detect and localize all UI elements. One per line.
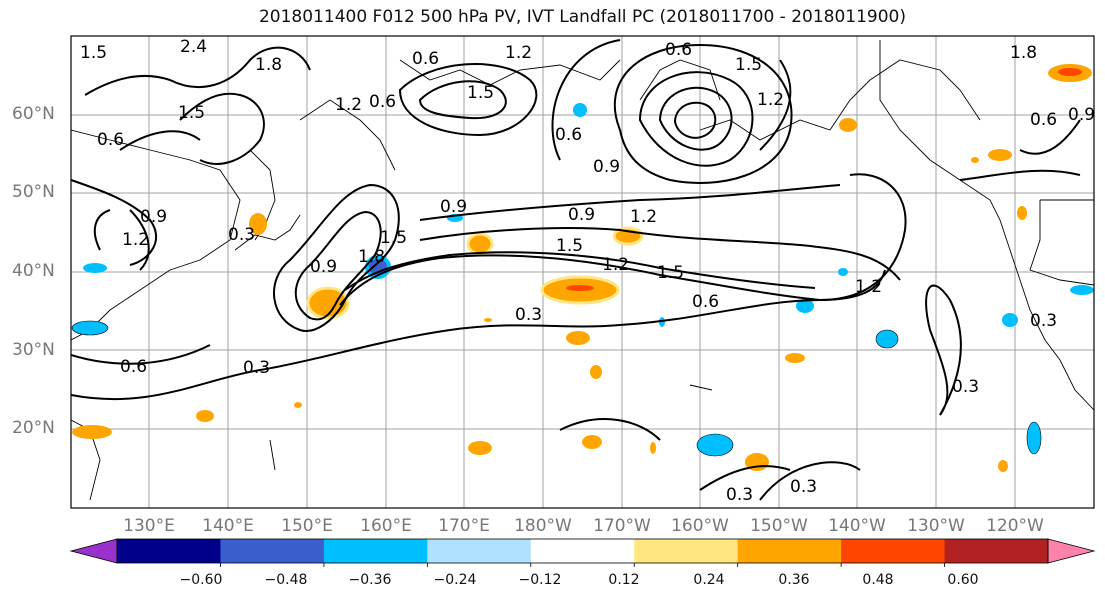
contour-label: 1.5 <box>178 103 205 123</box>
colorbar-segment <box>944 539 1049 563</box>
lon-label: 130°E <box>123 516 175 536</box>
contour-label: 1.8 <box>1010 43 1037 63</box>
contour-label: 1.2 <box>122 230 149 250</box>
contour-label: 2.4 <box>180 37 207 57</box>
contour-label: 0.9 <box>440 197 467 217</box>
contour-label: 0.3 <box>515 305 542 325</box>
colorbar-tick-label: 0.36 <box>778 572 810 588</box>
contour-label: 0.6 <box>692 292 719 312</box>
lon-label: 140°E <box>202 516 254 536</box>
lon-label: 150°W <box>750 516 808 536</box>
lon-label: 170°E <box>438 516 490 536</box>
contour-label: 0.6 <box>120 357 147 377</box>
contour-label: 1.5 <box>735 55 762 75</box>
colorbar <box>69 538 1096 567</box>
contour-label: 1.2 <box>335 95 362 115</box>
contour-label: 0.6 <box>665 40 692 60</box>
contour-label: 0.3 <box>790 477 817 497</box>
colorbar-frame <box>116 538 1049 564</box>
colorbar-segment <box>220 539 325 563</box>
contour-label: 1.8 <box>255 55 282 75</box>
graticule <box>71 36 1094 508</box>
colorbar-tick-label: 0.60 <box>947 572 979 588</box>
colorbar-segment <box>427 539 532 563</box>
negative-anomaly-fills <box>71 103 1094 457</box>
lon-label: 160°E <box>360 516 412 536</box>
colorbar-tick-label: −0.12 <box>518 572 562 588</box>
contour-label: 1.5 <box>657 263 684 283</box>
contour-label: 0.6 <box>369 92 396 112</box>
colorbar-tick-label: 0.48 <box>862 572 894 588</box>
contour-label: 0.9 <box>140 207 167 227</box>
colorbar-segment <box>530 539 635 563</box>
contour-label: 1.5 <box>380 228 407 248</box>
contour-label: 1.2 <box>855 277 882 297</box>
lon-label: 170°W <box>593 516 651 536</box>
contour-label: 1.5 <box>556 236 583 256</box>
lat-label: 40°N <box>12 261 55 281</box>
contour-label: 0.9 <box>1068 105 1095 125</box>
colorbar-extend-min <box>69 538 118 564</box>
contour-label: 0.3 <box>228 225 255 245</box>
contour-label: 0.9 <box>593 157 620 177</box>
contour-label: 1.8 <box>358 247 385 267</box>
lon-label: 120°W <box>986 516 1044 536</box>
colorbar-tick-label: −0.24 <box>433 572 477 588</box>
contour-label: 0.9 <box>310 257 337 277</box>
map-frame <box>70 35 1095 509</box>
colorbar-tick-label: −0.48 <box>264 572 308 588</box>
colorbar-tick-label: 0.12 <box>608 572 640 588</box>
contour-label: 1.2 <box>630 207 657 227</box>
contour-label: 1.2 <box>602 255 629 275</box>
contour-label: 0.6 <box>97 130 124 150</box>
contour-label: 0.3 <box>243 358 270 378</box>
lat-label: 50°N <box>12 182 55 202</box>
colorbar-segment <box>737 539 842 563</box>
contour-label: 0.6 <box>412 49 439 69</box>
pv-contours <box>71 39 1081 501</box>
lon-label: 130°W <box>907 516 965 536</box>
lon-label: 160°W <box>671 516 729 536</box>
contour-label: 0.3 <box>1030 311 1057 331</box>
lat-label: 30°N <box>12 340 55 360</box>
colorbar-tick-label: −0.60 <box>179 572 223 588</box>
lat-label: 20°N <box>12 418 55 438</box>
colorbar-tick-label: 0.24 <box>693 572 725 588</box>
contour-label: 0.3 <box>726 485 753 505</box>
contour-label: 1.5 <box>467 83 494 103</box>
colorbar-extend-max <box>1047 538 1096 564</box>
contour-label: 0.6 <box>1030 110 1057 130</box>
lon-label: 150°E <box>281 516 333 536</box>
colorbar-segment <box>634 539 739 563</box>
lat-label: 60°N <box>12 104 55 124</box>
contour-label: 0.6 <box>555 125 582 145</box>
lon-label: 140°W <box>828 516 886 536</box>
colorbar-segment <box>841 539 946 563</box>
contour-labels: 0.3 0.6 0.3 0.6 0.9 0.9 1.5 1.2 1.5 1.2 … <box>80 37 1095 505</box>
contour-label: 1.2 <box>757 90 784 110</box>
contour-label: 0.3 <box>952 377 979 397</box>
colorbar-segment <box>323 539 428 563</box>
contour-label: 1.5 <box>80 43 107 63</box>
colorbar-tick-label: −0.36 <box>348 572 392 588</box>
colorbar-segment <box>117 539 221 563</box>
figure-title: 2018011400 F012 500 hPa PV, IVT Landfall… <box>258 7 906 27</box>
contour-label: 0.9 <box>568 205 595 225</box>
lon-label: 180°W <box>514 516 572 536</box>
contour-label: 1.2 <box>505 43 532 63</box>
